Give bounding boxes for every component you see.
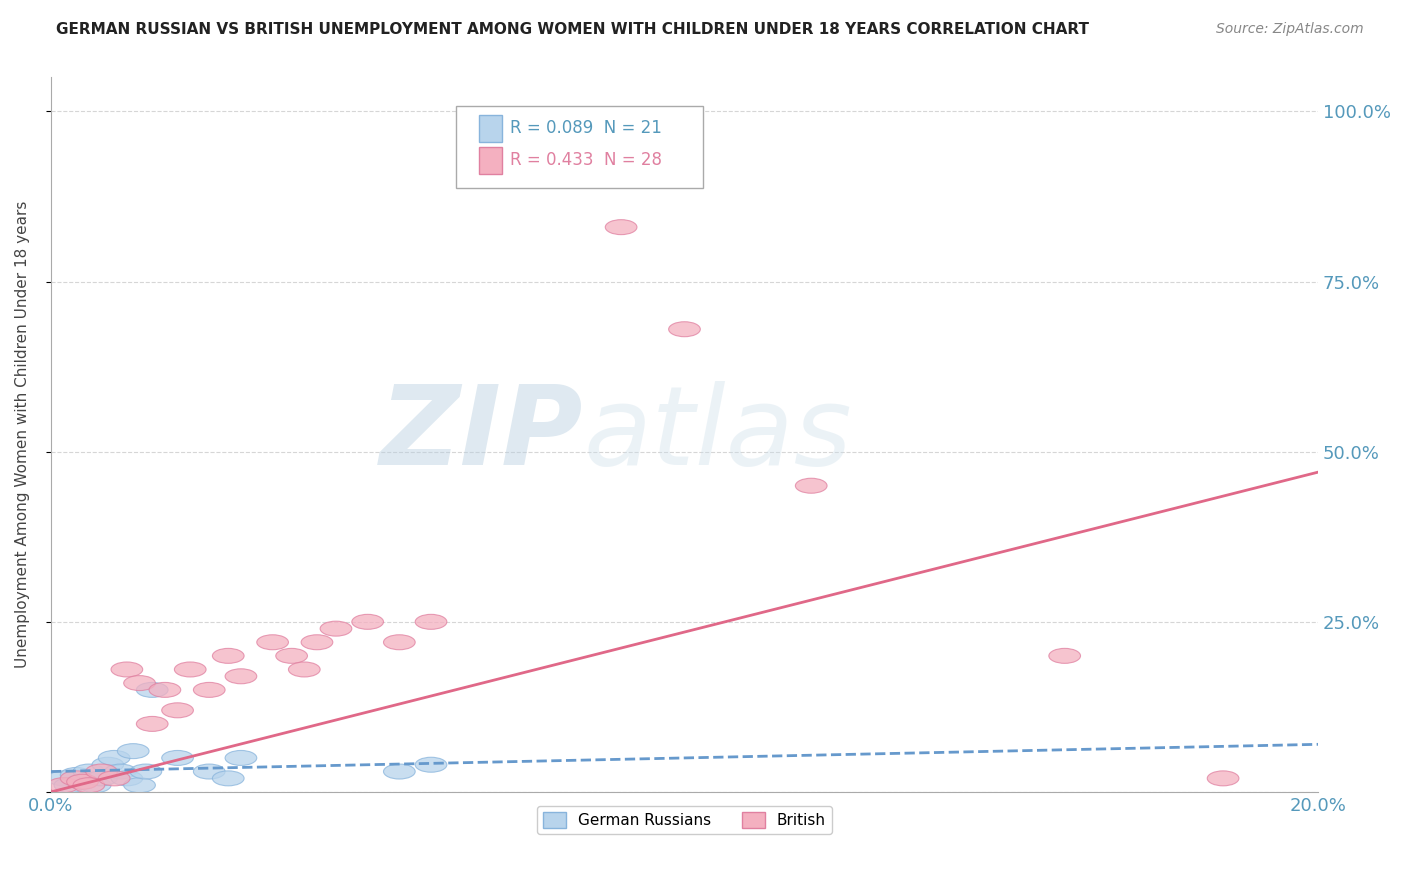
Ellipse shape	[129, 764, 162, 779]
Ellipse shape	[225, 750, 257, 765]
Ellipse shape	[384, 635, 415, 649]
Ellipse shape	[605, 219, 637, 235]
Ellipse shape	[149, 682, 181, 698]
Ellipse shape	[162, 750, 194, 765]
Ellipse shape	[86, 764, 117, 779]
Ellipse shape	[124, 778, 156, 793]
Ellipse shape	[162, 703, 194, 718]
Y-axis label: Unemployment Among Women with Children Under 18 years: Unemployment Among Women with Children U…	[15, 201, 30, 668]
Ellipse shape	[73, 764, 104, 779]
Ellipse shape	[98, 771, 129, 786]
Ellipse shape	[1049, 648, 1081, 664]
Ellipse shape	[212, 648, 245, 664]
Ellipse shape	[796, 478, 827, 493]
Ellipse shape	[91, 757, 124, 772]
Ellipse shape	[301, 635, 333, 649]
Ellipse shape	[79, 778, 111, 793]
FancyBboxPatch shape	[457, 106, 703, 188]
Text: Source: ZipAtlas.com: Source: ZipAtlas.com	[1216, 22, 1364, 37]
Ellipse shape	[73, 778, 104, 793]
Ellipse shape	[174, 662, 207, 677]
Ellipse shape	[194, 682, 225, 698]
Ellipse shape	[117, 744, 149, 758]
Legend: German Russians, British: German Russians, British	[537, 806, 832, 834]
Ellipse shape	[276, 648, 308, 664]
Ellipse shape	[288, 662, 321, 677]
Ellipse shape	[384, 764, 415, 779]
Ellipse shape	[86, 771, 117, 786]
Ellipse shape	[104, 764, 136, 779]
Text: GERMAN RUSSIAN VS BRITISH UNEMPLOYMENT AMONG WOMEN WITH CHILDREN UNDER 18 YEARS : GERMAN RUSSIAN VS BRITISH UNEMPLOYMENT A…	[56, 22, 1090, 37]
Ellipse shape	[415, 615, 447, 630]
Ellipse shape	[48, 778, 79, 793]
Ellipse shape	[136, 716, 169, 731]
Ellipse shape	[415, 757, 447, 772]
Ellipse shape	[212, 771, 245, 786]
Bar	[479, 147, 502, 174]
Ellipse shape	[225, 669, 257, 684]
Ellipse shape	[257, 635, 288, 649]
Ellipse shape	[98, 750, 129, 765]
Ellipse shape	[48, 771, 79, 786]
Text: atlas: atlas	[583, 381, 852, 488]
Ellipse shape	[194, 764, 225, 779]
Ellipse shape	[352, 615, 384, 630]
Ellipse shape	[66, 774, 98, 789]
Ellipse shape	[60, 767, 91, 782]
Ellipse shape	[321, 621, 352, 636]
Ellipse shape	[124, 675, 156, 690]
Ellipse shape	[111, 771, 143, 786]
Ellipse shape	[66, 774, 98, 789]
Text: R = 0.089  N = 21: R = 0.089 N = 21	[509, 120, 661, 137]
Ellipse shape	[669, 322, 700, 336]
Ellipse shape	[60, 771, 91, 786]
Text: R = 0.433  N = 28: R = 0.433 N = 28	[509, 152, 662, 169]
Text: ZIP: ZIP	[380, 381, 583, 488]
Bar	[479, 114, 502, 142]
Ellipse shape	[111, 662, 143, 677]
Ellipse shape	[136, 682, 169, 698]
Ellipse shape	[1208, 771, 1239, 786]
Ellipse shape	[53, 778, 86, 793]
